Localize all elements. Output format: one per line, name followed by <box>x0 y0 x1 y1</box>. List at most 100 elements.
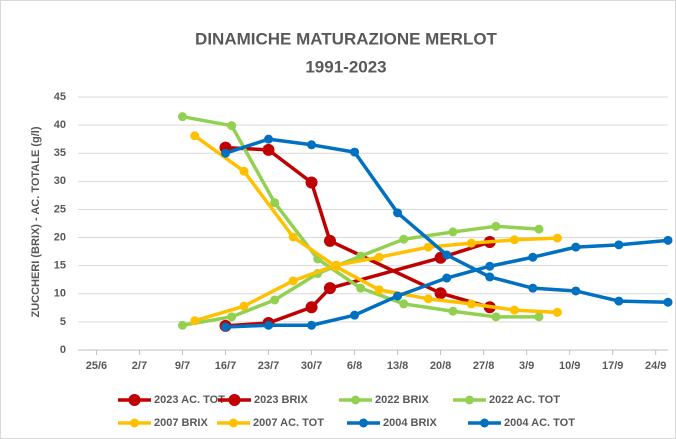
y-tick-label: 25 <box>54 203 66 215</box>
data-point <box>466 299 476 309</box>
data-point <box>356 283 366 293</box>
data-point <box>434 287 447 300</box>
data-point <box>264 320 274 330</box>
data-point <box>528 283 538 293</box>
data-point <box>177 112 187 122</box>
y-tick-label: 45 <box>54 91 66 103</box>
data-point <box>485 261 495 271</box>
x-tick-label: 10/9 <box>559 360 580 372</box>
data-point <box>227 312 237 322</box>
data-point <box>305 301 318 314</box>
chart-subtitle: 1991-2023 <box>305 57 386 76</box>
legend-label: 2022 BRIX <box>375 394 429 406</box>
legend-label: 2023 AC. TOT <box>154 394 225 406</box>
x-tick-label: 2/7 <box>132 360 147 372</box>
y-tick-label: 35 <box>54 147 66 159</box>
data-point <box>571 242 581 252</box>
data-point <box>448 306 458 316</box>
data-point <box>221 148 230 158</box>
x-tick-label: 9/7 <box>175 360 190 372</box>
data-point <box>614 240 624 250</box>
data-point <box>307 320 317 330</box>
data-point <box>663 235 673 245</box>
data-point <box>399 299 409 309</box>
data-point <box>374 252 384 262</box>
x-tick-label: 13/8 <box>387 360 408 372</box>
x-tick-label: 16/7 <box>215 360 236 372</box>
data-point <box>239 166 249 176</box>
data-point <box>663 297 673 307</box>
data-point <box>288 232 298 242</box>
data-point <box>307 140 317 150</box>
data-point <box>534 312 544 322</box>
data-point <box>270 295 280 305</box>
data-point <box>239 301 249 311</box>
data-point <box>466 238 476 248</box>
legend-marker <box>130 418 139 428</box>
legend-label: 2022 AC. TOT <box>489 394 560 406</box>
legend-label: 2023 BRIX <box>254 394 308 406</box>
legend-label: 2004 AC. TOT <box>504 417 575 429</box>
data-point <box>491 312 501 322</box>
legend-marker <box>228 394 241 406</box>
data-point <box>491 221 501 231</box>
data-point <box>305 176 318 189</box>
data-point <box>262 143 275 156</box>
data-point <box>331 262 341 272</box>
data-point <box>374 285 384 295</box>
data-point <box>350 310 360 320</box>
x-tick-label: 25/6 <box>86 360 107 372</box>
data-point <box>442 273 452 283</box>
data-point <box>227 121 237 131</box>
data-point <box>552 307 562 317</box>
data-point <box>423 242 433 252</box>
legend-marker <box>465 395 474 405</box>
data-point <box>323 282 336 295</box>
chart-title: DINAMICHE MATURAZIONE MERLOT <box>195 29 497 48</box>
data-point <box>448 227 458 237</box>
data-point <box>177 320 187 330</box>
data-point <box>356 251 366 261</box>
data-point <box>509 235 519 245</box>
legend-label: 2004 BRIX <box>383 417 437 429</box>
x-tick-label: 3/9 <box>519 360 534 372</box>
x-tick-label: 17/9 <box>602 360 623 372</box>
y-axis-label: ZUCCHERI (BRIX) - AC. TOTALE (g/l) <box>30 126 42 317</box>
data-point <box>221 322 230 332</box>
data-point <box>323 234 336 247</box>
legend-label: 2007 BRIX <box>154 417 208 429</box>
data-point <box>571 286 581 296</box>
legend-marker <box>128 394 141 406</box>
x-tick-label: 24/9 <box>645 360 666 372</box>
data-point <box>399 234 409 244</box>
y-tick-label: 40 <box>54 119 66 131</box>
data-point <box>509 305 519 315</box>
y-tick-label: 0 <box>60 344 66 356</box>
data-point <box>528 252 538 262</box>
data-point <box>534 224 544 234</box>
x-tick-label: 23/7 <box>258 360 279 372</box>
legend-marker <box>359 418 368 428</box>
legend-marker <box>229 418 238 428</box>
data-point <box>393 291 403 301</box>
series-line <box>225 145 491 309</box>
y-tick-label: 20 <box>54 231 66 243</box>
x-tick-label: 27/8 <box>473 360 494 372</box>
y-tick-label: 30 <box>54 175 66 187</box>
x-tick-label: 20/8 <box>430 360 451 372</box>
legend-label: 2007 AC. TOT <box>253 417 324 429</box>
legend-marker <box>351 395 360 405</box>
data-point <box>552 233 562 243</box>
y-tick-label: 15 <box>54 260 66 272</box>
legend-marker <box>480 418 489 428</box>
x-tick-label: 6/8 <box>347 360 362 372</box>
data-point <box>264 134 274 144</box>
data-point <box>423 294 433 304</box>
data-point <box>270 198 280 208</box>
data-point <box>190 131 200 141</box>
y-tick-label: 5 <box>60 316 66 328</box>
data-point <box>485 272 495 282</box>
y-tick-label: 10 <box>54 288 66 300</box>
